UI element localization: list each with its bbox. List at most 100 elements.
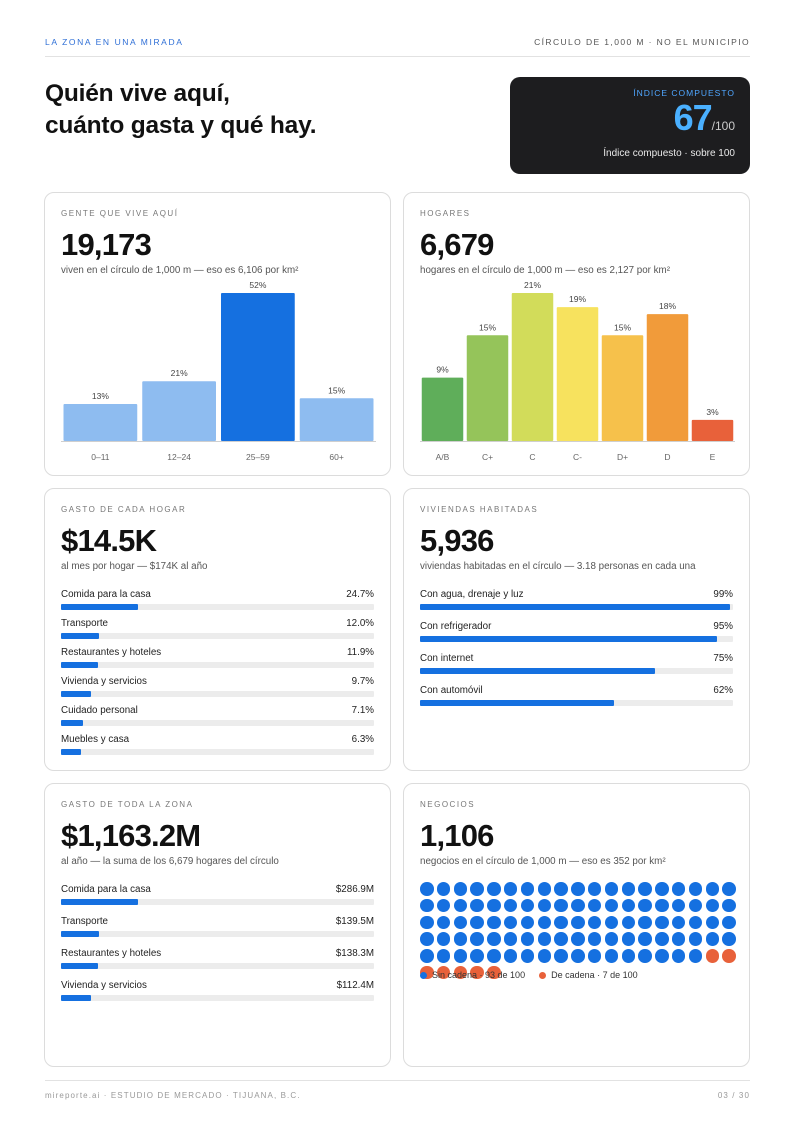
category-tick-label: C- xyxy=(573,452,582,462)
independent-business-dot xyxy=(621,915,636,930)
legend-chain-label: De cadena · 7 de 100 xyxy=(551,970,638,980)
page-header: LA ZONA EN UNA MIRADA CÍRCULO DE 1,000 M… xyxy=(45,37,750,57)
independent-business-dot xyxy=(470,949,484,963)
bar-value-label: 52% xyxy=(249,280,266,290)
business-dot-grid xyxy=(420,882,736,980)
independent-business-dot xyxy=(571,882,585,896)
independent-business-dot xyxy=(638,949,652,963)
household-spend-label: GASTO DE CADA HOGAR xyxy=(61,505,187,514)
bar-value-label: 18% xyxy=(659,301,676,311)
independent-business-dot xyxy=(420,949,434,963)
progress-track xyxy=(420,668,733,674)
people-label: GENTE QUE VIVE AQUÍ xyxy=(61,209,179,218)
independent-business-dot xyxy=(587,882,602,896)
progress-fill xyxy=(420,636,718,642)
independent-business-dot xyxy=(420,898,434,913)
item-value: 24.7% xyxy=(346,589,374,600)
progress-fill xyxy=(61,720,84,726)
category-tick-label: C+ xyxy=(482,452,493,462)
independent-business-dot xyxy=(638,882,652,896)
independent-business-dot xyxy=(554,915,568,930)
independent-business-dot xyxy=(621,949,636,963)
progress-track xyxy=(420,636,733,642)
independent-business-dot xyxy=(604,898,619,913)
independent-business-dot xyxy=(671,915,686,930)
list-item: Cuidado personal 7.1% xyxy=(61,705,374,734)
household-spend-list: Comida para la casa 24.7% Transporte 12.0%… xyxy=(61,589,374,763)
list-item: Transporte $139.5M xyxy=(61,916,374,948)
zone-spend-label: GASTO DE TODA LA ZONA xyxy=(61,800,194,809)
list-item: Restaurantes y hoteles $138.3M xyxy=(61,948,374,980)
independent-business-dot xyxy=(537,932,552,946)
chain-business-dot xyxy=(487,965,501,980)
chart-bar xyxy=(421,377,464,441)
independent-business-dot xyxy=(705,932,720,946)
dwellings-subtitle: viviendas habitadas en el círculo — 3.18… xyxy=(420,561,696,572)
dwellings-label: VIVIENDAS HABITADAS xyxy=(420,505,539,514)
chain-business-dot xyxy=(722,949,736,963)
independent-business-dot xyxy=(436,932,451,946)
bar-value-label: 21% xyxy=(524,280,541,290)
section-title: LA ZONA EN UNA MIRADA xyxy=(45,37,184,47)
item-name: Restaurantes y hoteles xyxy=(61,948,162,959)
independent-business-dot xyxy=(453,898,468,913)
progress-track xyxy=(420,604,733,610)
progress-fill xyxy=(61,963,99,969)
independent-business-dot xyxy=(587,898,602,913)
footer-source: mireporte.ai · ESTUDIO DE MERCADO · TIJU… xyxy=(45,1091,301,1100)
independent-business-dot xyxy=(503,882,518,896)
zone-spend-subtitle: al año — la suma de los 6,679 hogares de… xyxy=(61,856,279,867)
legend-swatch-independent xyxy=(420,971,427,979)
households-value: 6,679 xyxy=(420,227,494,262)
item-name: Transporte xyxy=(61,618,109,629)
age-bar-chart: 13% 0–11 21% 12–24 52% 25–59 15% 60+ xyxy=(61,280,376,462)
progress-fill xyxy=(61,633,99,639)
category-tick-label: 12–24 xyxy=(167,452,191,462)
independent-business-dot xyxy=(621,932,636,946)
independent-business-dot xyxy=(470,915,484,930)
businesses-subtitle: negocios en el círculo de 1,000 m — eso … xyxy=(420,856,666,867)
category-tick-label: 25–59 xyxy=(246,452,270,462)
chain-business-dot xyxy=(705,949,720,963)
independent-business-dot xyxy=(520,949,535,963)
progress-fill xyxy=(61,691,92,697)
zone-spend-list: Comida para la casa $286.9M Transporte $13… xyxy=(61,884,374,1012)
progress-fill xyxy=(61,931,99,937)
progress-track xyxy=(61,633,374,639)
independent-business-dot xyxy=(705,915,720,930)
list-item: Transporte 12.0% xyxy=(61,618,374,647)
independent-business-dot xyxy=(671,932,686,946)
progress-track xyxy=(420,700,733,706)
page-title-line-1: Quién vive aquí, xyxy=(45,80,230,107)
progress-track xyxy=(61,963,374,969)
independent-business-dot xyxy=(453,882,468,896)
bar-value-label: 15% xyxy=(614,322,631,332)
dwellings-list: Con agua, drenaje y luz 99% Con refrigera… xyxy=(420,589,733,717)
item-value: 11.9% xyxy=(346,647,374,658)
page-footer: mireporte.ai · ESTUDIO DE MERCADO · TIJU… xyxy=(45,1080,750,1100)
independent-business-dot xyxy=(604,882,619,896)
independent-business-dot xyxy=(503,932,518,946)
progress-fill xyxy=(420,604,730,610)
businesses-label: NEGOCIOS xyxy=(420,800,476,809)
independent-business-dot xyxy=(571,898,585,913)
independent-business-dot xyxy=(638,898,652,913)
independent-business-dot xyxy=(503,915,518,930)
chart-bar xyxy=(221,293,295,441)
independent-business-dot xyxy=(554,932,568,946)
bar-value-label: 9% xyxy=(436,365,449,375)
independent-business-dot xyxy=(436,915,451,930)
independent-business-dot xyxy=(722,915,736,930)
progress-track xyxy=(61,931,374,937)
independent-business-dot xyxy=(722,898,736,913)
independent-business-dot xyxy=(537,898,552,913)
progress-fill xyxy=(420,668,655,674)
independent-business-dot xyxy=(537,949,552,963)
independent-business-dot xyxy=(503,898,518,913)
chart-bar xyxy=(142,381,216,441)
list-item: Muebles y casa 6.3% xyxy=(61,734,374,763)
bar-value-label: 15% xyxy=(479,322,496,332)
list-item: Vivienda y servicios 9.7% xyxy=(61,676,374,705)
item-value: $138.3M xyxy=(335,948,374,959)
households-card: HOGARES 6,679 hogares en el círculo de 1… xyxy=(403,192,750,476)
